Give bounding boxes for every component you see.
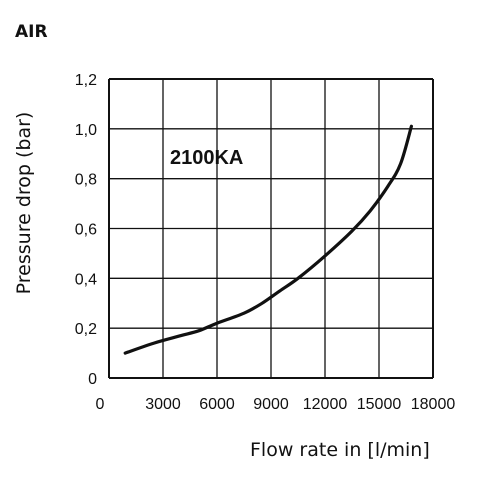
x-tick-labels: 0 3000 6000 9000 12000 15000 18000 bbox=[96, 396, 456, 413]
series-line bbox=[123, 124, 413, 355]
y-tick-label: 1,0 bbox=[75, 122, 97, 139]
curve-layer bbox=[123, 124, 413, 355]
y-tick-label: 0,8 bbox=[75, 172, 97, 189]
chart-title: AIR bbox=[15, 22, 48, 42]
x-tick-label: 15000 bbox=[357, 396, 402, 413]
series-label: 2100KA bbox=[170, 147, 243, 169]
x-tick-label: 12000 bbox=[303, 396, 348, 413]
x-axis-title: Flow rate in [l/min] bbox=[250, 439, 430, 461]
y-tick-label: 0,2 bbox=[75, 321, 97, 338]
y-tick-labels: 0 0,2 0,4 0,6 0,8 1,0 1,2 bbox=[75, 72, 97, 388]
x-tick-label: 3000 bbox=[145, 396, 181, 413]
x-tick-label: 9000 bbox=[253, 396, 289, 413]
x-tick-label: 6000 bbox=[199, 396, 235, 413]
y-tick-label: 0 bbox=[88, 371, 97, 388]
x-tick-label: 18000 bbox=[411, 396, 456, 413]
y-tick-label: 0,6 bbox=[75, 222, 97, 239]
y-tick-label: 0,4 bbox=[75, 271, 97, 288]
y-tick-label: 1,2 bbox=[75, 72, 97, 89]
y-axis-title: Pressure drop (bar) bbox=[13, 112, 35, 295]
grid bbox=[108, 78, 434, 379]
x-tick-label: 0 bbox=[96, 396, 105, 413]
